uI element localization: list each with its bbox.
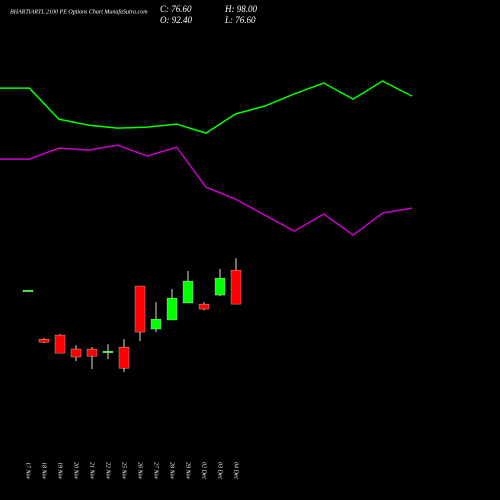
low-label: L: 76.60: [224, 15, 256, 25]
x-tick-label: 27 Nov: [153, 462, 159, 480]
x-tick-label: 20 Nov: [73, 462, 79, 480]
indicator-line: [0, 80, 413, 134]
candle-body: [54, 334, 66, 354]
candle-body: [70, 348, 82, 358]
x-tick-label: 18 Nov: [41, 462, 47, 480]
x-tick-label: 22 Nov: [105, 462, 111, 480]
x-tick-label: 25 Nov: [121, 462, 127, 480]
candle-body: [118, 346, 130, 369]
x-tick-label: 04 Dec: [233, 462, 240, 479]
indicator-line: [0, 144, 413, 236]
x-tick-label: 03 Dec: [217, 462, 223, 479]
x-tick-label: 02 Dec: [201, 462, 207, 479]
x-tick-label: 19 Nov: [57, 462, 63, 480]
candle-body: [166, 297, 178, 321]
x-tick-label: 29 Nov: [185, 462, 191, 480]
close-label: C: 76.60: [160, 4, 192, 14]
candle-body: [182, 280, 194, 304]
candle-body: [134, 285, 146, 333]
candle-body: [38, 338, 50, 343]
high-label: H: 98.00: [224, 4, 257, 14]
x-tick-label: 28 Nov: [169, 462, 175, 480]
candle-body: [198, 303, 210, 310]
candle-body: [230, 269, 242, 305]
chart-title: BHARTIARTL 2100 PE Options Chart MunafaS…: [10, 8, 148, 15]
x-tick-label: 26 Nov: [137, 462, 143, 480]
x-tick-label: 17 Nov: [25, 462, 31, 480]
candle-body: [214, 277, 226, 296]
open-label: O: 92.40: [160, 15, 192, 25]
candle-body: [86, 348, 98, 357]
candle-body: [22, 289, 34, 292]
x-tick-label: 21 Nov: [89, 462, 95, 480]
candle-body: [150, 318, 162, 330]
candle-body: [102, 351, 114, 353]
